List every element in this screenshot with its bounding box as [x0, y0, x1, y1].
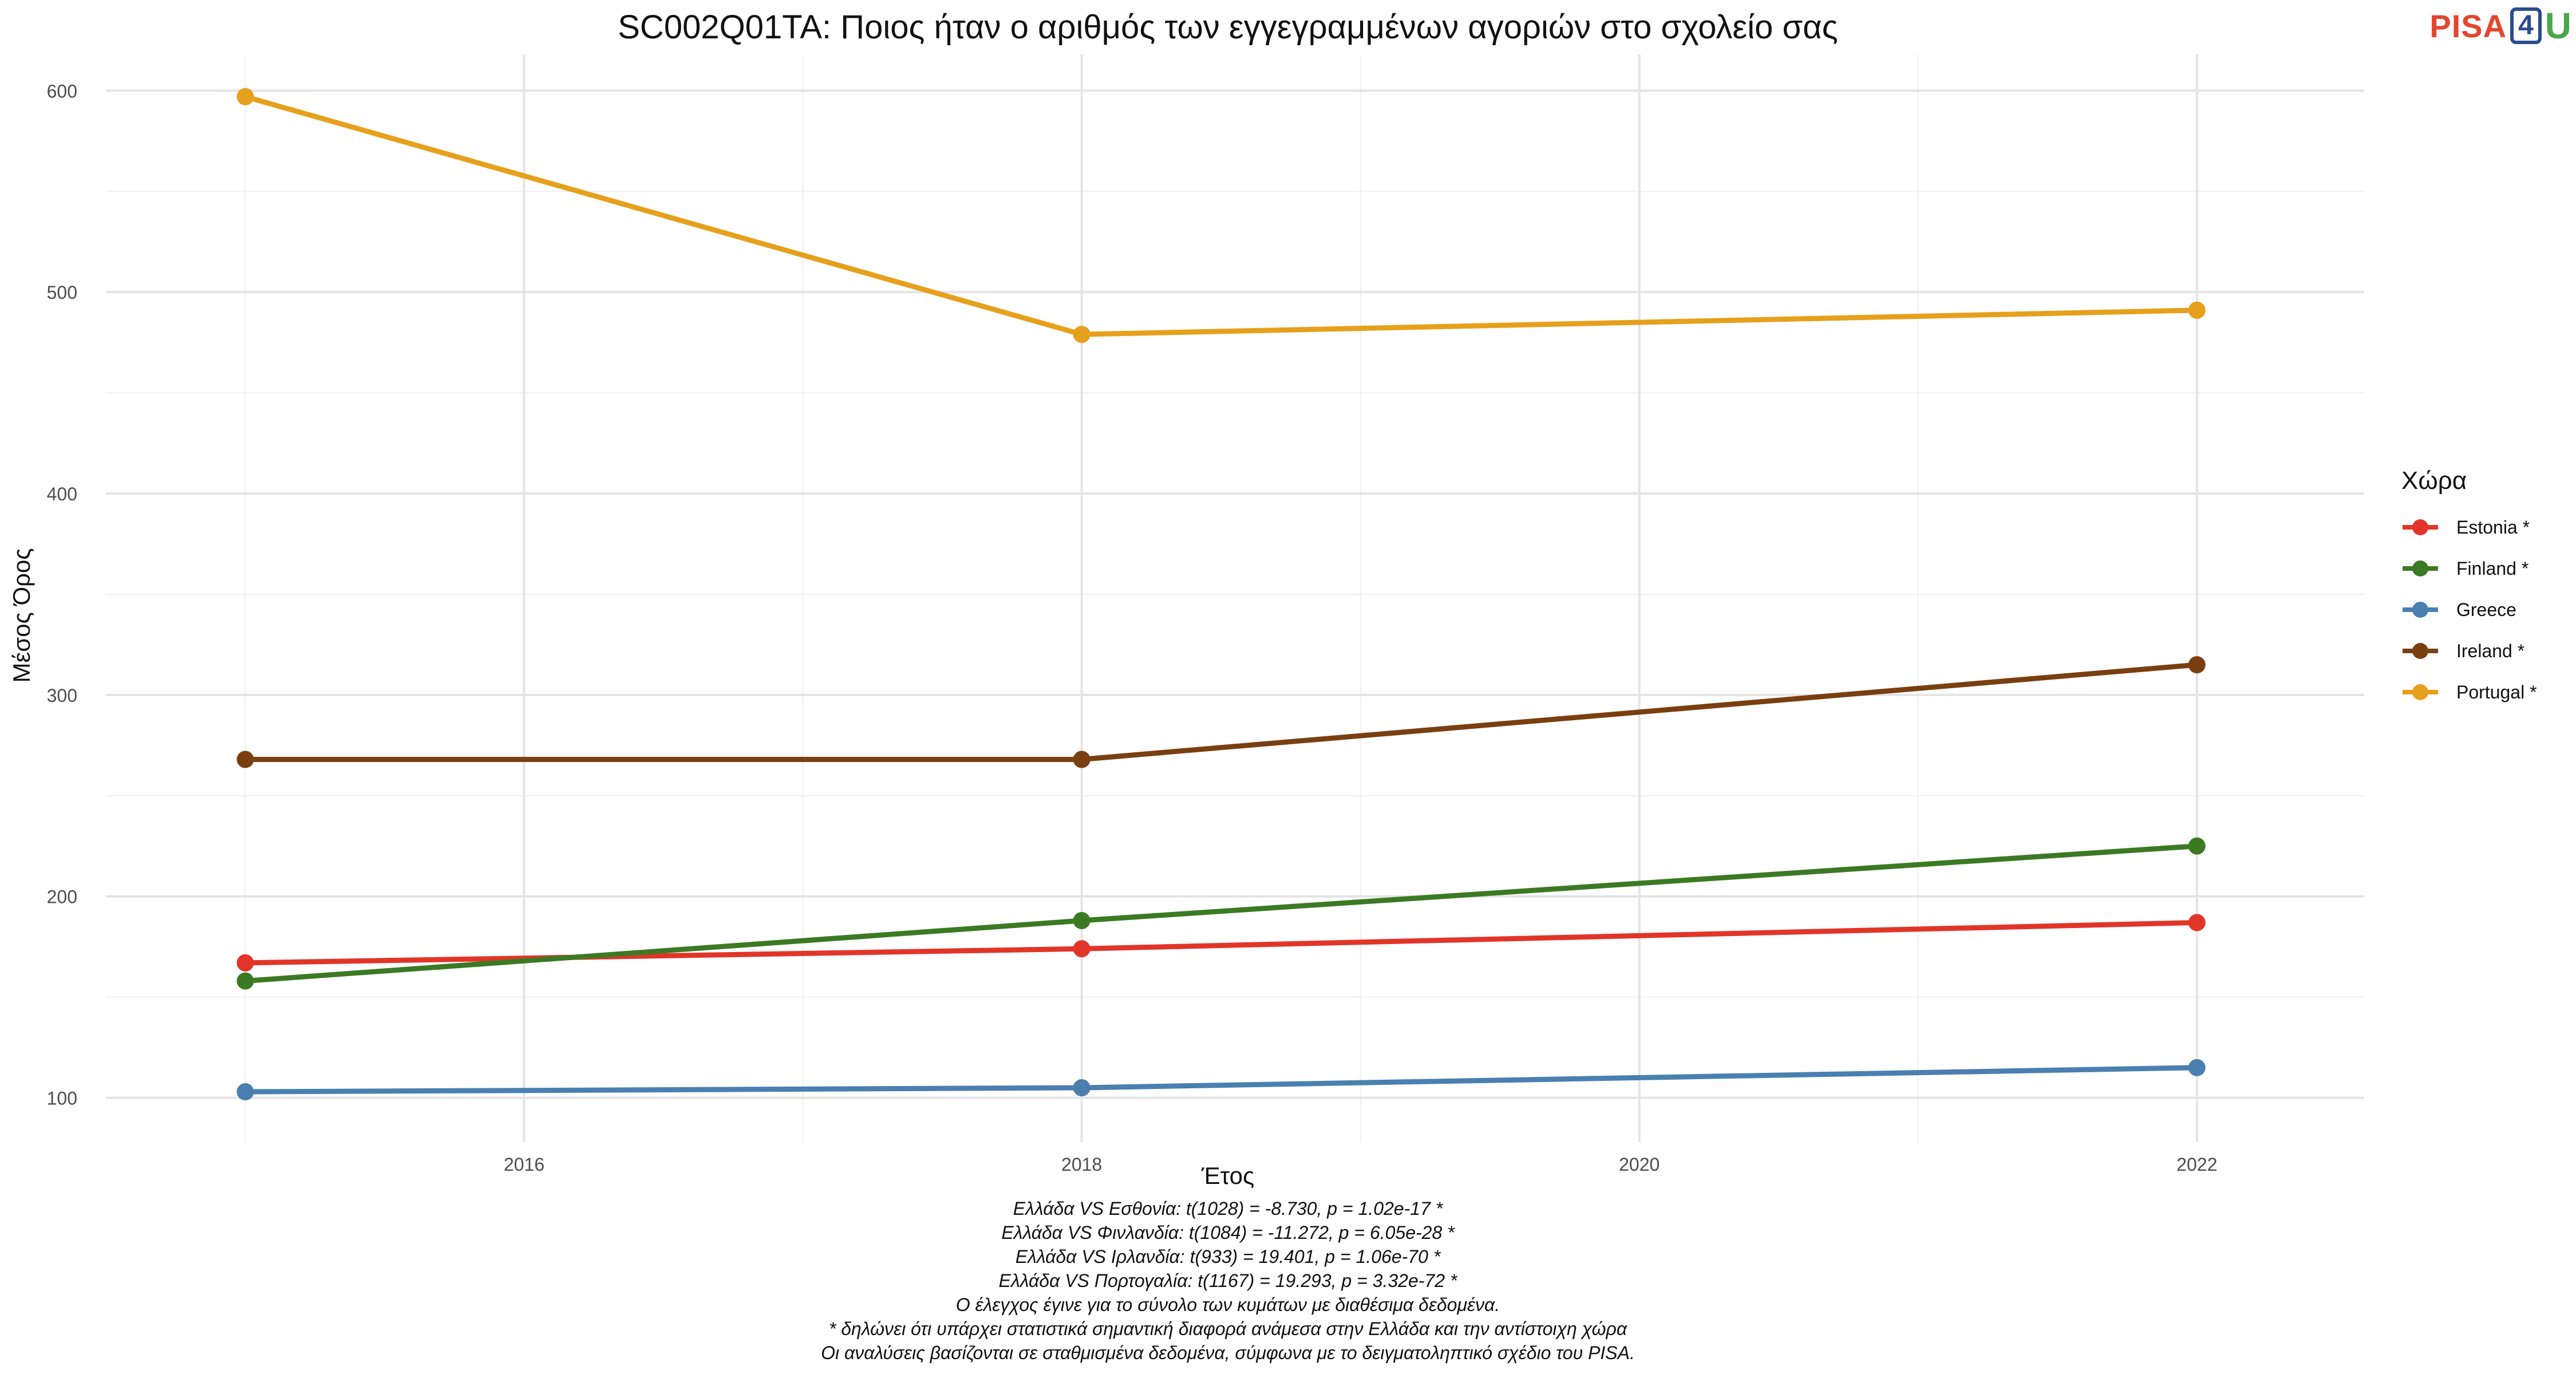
y-tick-label: 300 [47, 685, 77, 706]
series-line [244, 94, 2197, 337]
legend-label: Estonia * [2456, 516, 2530, 538]
x-tick-label: 2018 [1061, 1154, 1102, 1175]
data-point [1073, 326, 1091, 344]
series-line [245, 662, 2198, 762]
x-axis-label: Έτος [1201, 1162, 1255, 1189]
y-axis-label: Μέσος Όρος [8, 548, 35, 683]
legend-title: Χώρα [2401, 467, 2467, 495]
logo-four-box: 4 [2510, 7, 2542, 44]
chart-title: SC002Q01TA: Ποιος ήταν ο αριθμός των εγγ… [618, 9, 1838, 46]
footnote-line: Ελλάδα VS Πορτογαλία: t(1167) = 19.293, … [998, 1270, 1457, 1291]
y-tick-label: 100 [47, 1088, 77, 1109]
footnote-line: Ο έλεγχος έγινε για το σύνολο των κυμάτω… [955, 1294, 1500, 1315]
legend-label: Greece [2456, 599, 2516, 620]
data-point [236, 972, 254, 990]
y-tick-labels: 100 200 300 400 500 600 [47, 81, 77, 1108]
y-tick-label: 200 [47, 887, 77, 907]
data-point [2188, 301, 2206, 319]
legend-item: Greece [2401, 589, 2537, 630]
data-point [236, 88, 254, 105]
data-point [236, 751, 254, 768]
legend-key [2403, 602, 2438, 618]
y-tick-label: 500 [47, 282, 77, 303]
legend-item: Ireland * [2401, 630, 2537, 672]
y-tick-label: 400 [47, 484, 77, 504]
data-point [1073, 751, 1091, 768]
legend: Χώρα Estonia * Finland * Greece Ireland * Po… [2401, 467, 2537, 713]
legend-key [2403, 519, 2438, 535]
legend-item: Estonia * [2401, 507, 2537, 548]
data-point [236, 954, 254, 972]
series-line [245, 919, 2197, 966]
legend-label: Portugal * [2456, 681, 2537, 702]
logo-pisa-text: PISA [2429, 7, 2507, 44]
minor-gridlines [106, 54, 2364, 1142]
logo-u-text: U [2545, 5, 2571, 46]
footnote-line: Ελλάδα VS Ιρλανδία: t(933) = 19.401, p =… [1015, 1246, 1441, 1267]
series-line [245, 1065, 2197, 1095]
y-tick-label: 600 [47, 81, 77, 101]
data-point [1073, 1079, 1091, 1096]
footnote-line: Ελλάδα VS Φινλανδία: t(1084) = -11.272, … [1001, 1222, 1455, 1243]
legend-label: Finland * [2456, 558, 2529, 579]
legend-label: Ireland * [2456, 640, 2525, 661]
data-point [1073, 911, 1091, 929]
major-gridlines [106, 54, 2364, 1142]
data-point [236, 1083, 254, 1101]
legend-key [2403, 684, 2438, 700]
data-point [2188, 656, 2206, 674]
x-tick-labels: 2016 2018 2020 2022 [504, 1154, 2217, 1175]
legend-key [2403, 643, 2438, 659]
legend-key [2403, 560, 2438, 577]
x-tick-label: 2020 [1619, 1154, 1660, 1175]
footnote-line: Ελλάδα VS Εσθονία: t(1028) = -8.730, p =… [1013, 1198, 1443, 1219]
data-point [2188, 837, 2206, 855]
series-points [236, 88, 2206, 1101]
footnote-line: Οι αναλύσεις βασίζονται σε σταθμισμένα δ… [821, 1343, 1635, 1363]
footnotes: Ελλάδα VS Εσθονία: t(1028) = -8.730, p =… [0, 1197, 2456, 1365]
data-point [1073, 940, 1091, 958]
x-tick-label: 2022 [2176, 1154, 2217, 1175]
pisa4u-logo: PISA 4 U [2429, 5, 2571, 47]
footnote-line: * δηλώνει ότι υπάρχει στατιστικά σημαντι… [828, 1318, 1627, 1339]
legend-item: Portugal * [2401, 672, 2537, 713]
legend-items: Estonia * Finland * Greece Ireland * Portuga… [2401, 507, 2537, 713]
x-tick-label: 2016 [504, 1154, 544, 1175]
data-point [2188, 1059, 2206, 1076]
series-line [245, 843, 2198, 984]
legend-item: Finland * [2401, 548, 2537, 589]
data-point [2188, 914, 2206, 931]
